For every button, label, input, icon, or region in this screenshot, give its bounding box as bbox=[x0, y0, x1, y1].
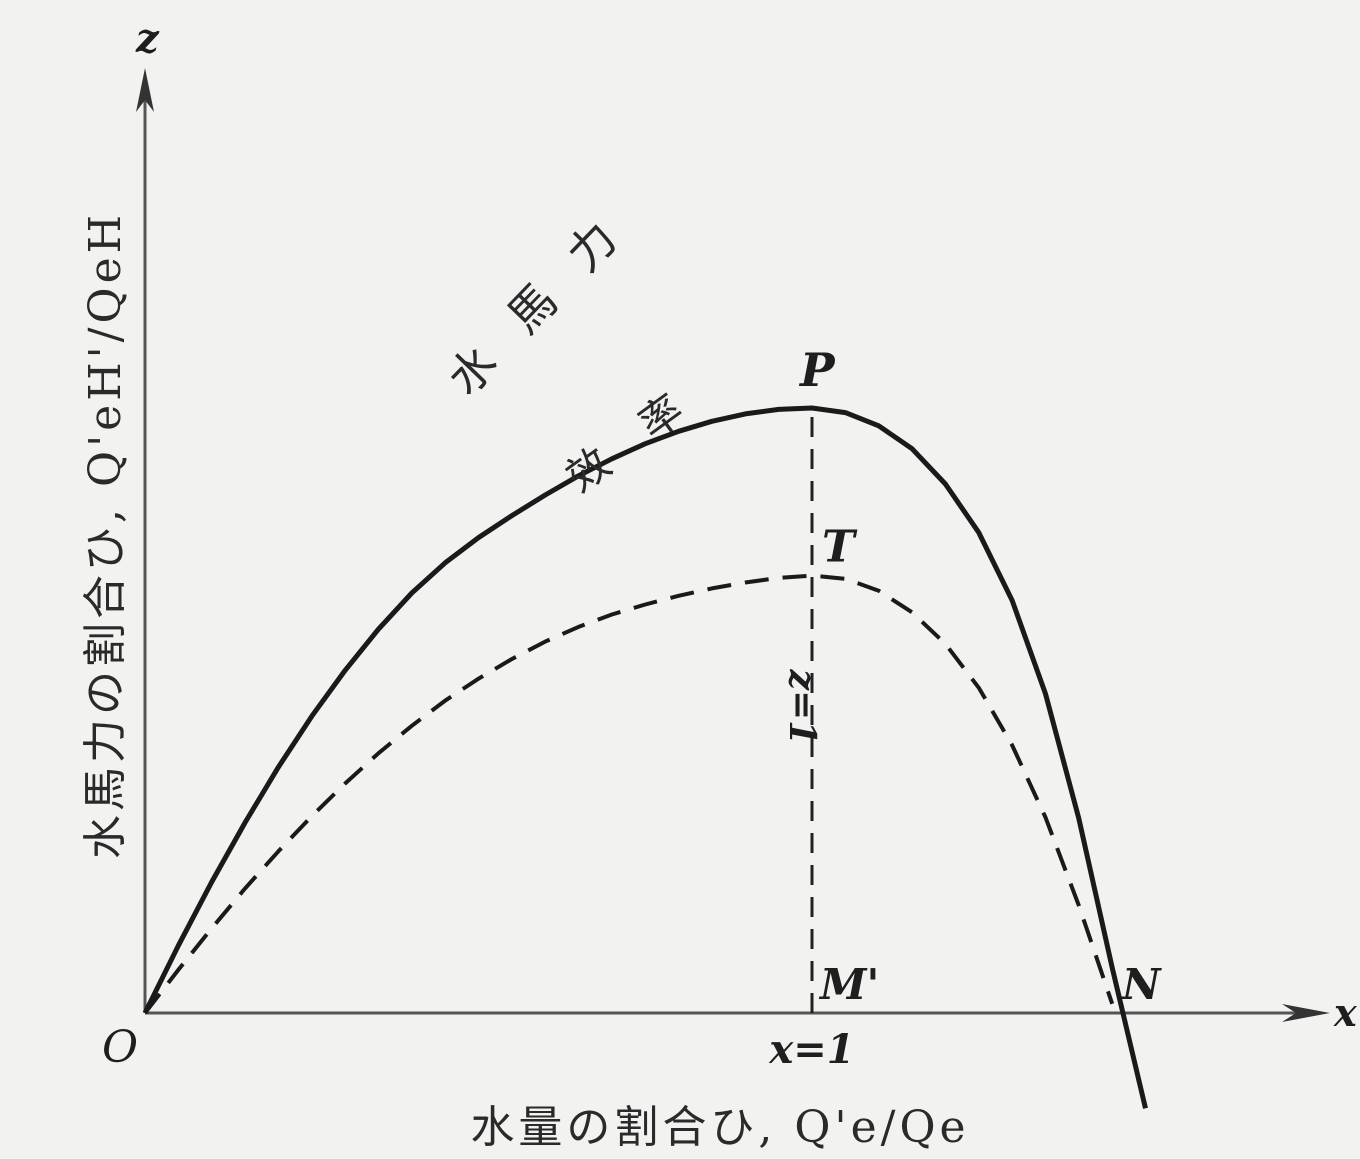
x-axis-symbol: x bbox=[1333, 990, 1358, 1035]
x-axis-arrow bbox=[1282, 1004, 1330, 1022]
y-axis-arrow bbox=[136, 68, 154, 112]
series-label-efficiency: 效率 bbox=[557, 357, 731, 502]
origin-label: O bbox=[102, 1022, 138, 1073]
series-label-water-horsepower: 水馬力 bbox=[437, 183, 655, 406]
reference-line-label: z=1 bbox=[781, 669, 823, 746]
axes bbox=[136, 68, 1330, 1022]
series-water-horsepower-line bbox=[142, 405, 1148, 1109]
point-label-p: P bbox=[798, 343, 836, 397]
point-label-n: N bbox=[1120, 960, 1162, 1009]
point-label-m-prime: M' bbox=[818, 960, 879, 1009]
x-tick-label: x=1 bbox=[768, 1026, 854, 1073]
point-label-t: T bbox=[822, 522, 858, 573]
x-axis-title: 水量の割合ひ, Q'e/Qe bbox=[470, 1102, 969, 1153]
series-efficiency-line bbox=[143, 573, 1115, 1015]
y-axis-title: 水馬力の割合ひ, Q'eH'/QeH bbox=[80, 211, 131, 859]
y-axis-symbol: z bbox=[135, 15, 160, 62]
